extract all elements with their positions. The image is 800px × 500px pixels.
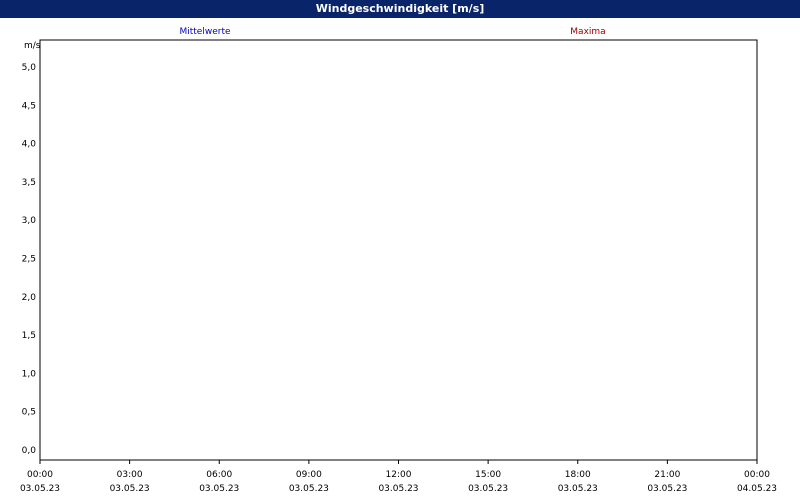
y-tick-label: 3,0 <box>22 216 37 226</box>
x-tick-date: 03.05.23 <box>199 484 239 494</box>
x-tick-date: 03.05.23 <box>110 484 150 494</box>
y-axis-label: m/s <box>24 41 41 51</box>
x-tick-date: 03.05.23 <box>20 484 60 494</box>
legend-maxima: Maxima <box>570 27 605 37</box>
x-tick-date: 03.05.23 <box>289 484 329 494</box>
y-tick-label: 0,5 <box>22 408 36 418</box>
x-tick-date: 03.05.23 <box>468 484 508 494</box>
labels: 0,0 0,5 1,0 1,5 2,0 2,5 3,0 3,5 4,0 4,5 5,0 00:00 03… <box>20 27 777 494</box>
axes <box>39 39 758 464</box>
chart-canvas: 0,0 0,5 1,0 1,5 2,0 2,5 3,0 3,5 4,0 4,5 5,0 00:00 03… <box>20 27 777 494</box>
y-tick-label: 0,0 <box>22 446 37 456</box>
x-tick-time: 00:00 <box>27 470 53 480</box>
x-tick-time: 18:00 <box>565 470 591 480</box>
y-tick-label: 1,5 <box>22 331 36 341</box>
x-tick-date: 03.05.23 <box>647 484 687 494</box>
x-tick-time: 15:00 <box>475 470 501 480</box>
y-tick-label: 2,0 <box>22 293 37 303</box>
y-tick-label: 5,0 <box>22 63 37 73</box>
y-tick-label: 3,5 <box>22 178 36 188</box>
x-tick-date: 03.05.23 <box>558 484 598 494</box>
y-tick-label: 4,5 <box>22 101 36 111</box>
x-tick-date: 04.05.23 <box>737 484 777 494</box>
x-tick-time: 09:00 <box>296 470 322 480</box>
x-tick-time: 00:00 <box>744 470 770 480</box>
x-tick-date: 03.05.23 <box>378 484 418 494</box>
x-tick-time: 21:00 <box>654 470 680 480</box>
y-tick-label: 1,0 <box>22 369 37 379</box>
x-tick-time: 03:00 <box>117 470 143 480</box>
y-tick-label: 4,0 <box>22 140 37 150</box>
x-tick-time: 12:00 <box>386 470 412 480</box>
plot-frame <box>39 39 758 461</box>
x-tick-time: 06:00 <box>206 470 232 480</box>
chart-title: Windgeschwindigkeit [m/s] <box>0 0 800 18</box>
legend-mittelwerte: Mittelwerte <box>179 27 230 37</box>
y-tick-label: 2,5 <box>22 255 36 265</box>
